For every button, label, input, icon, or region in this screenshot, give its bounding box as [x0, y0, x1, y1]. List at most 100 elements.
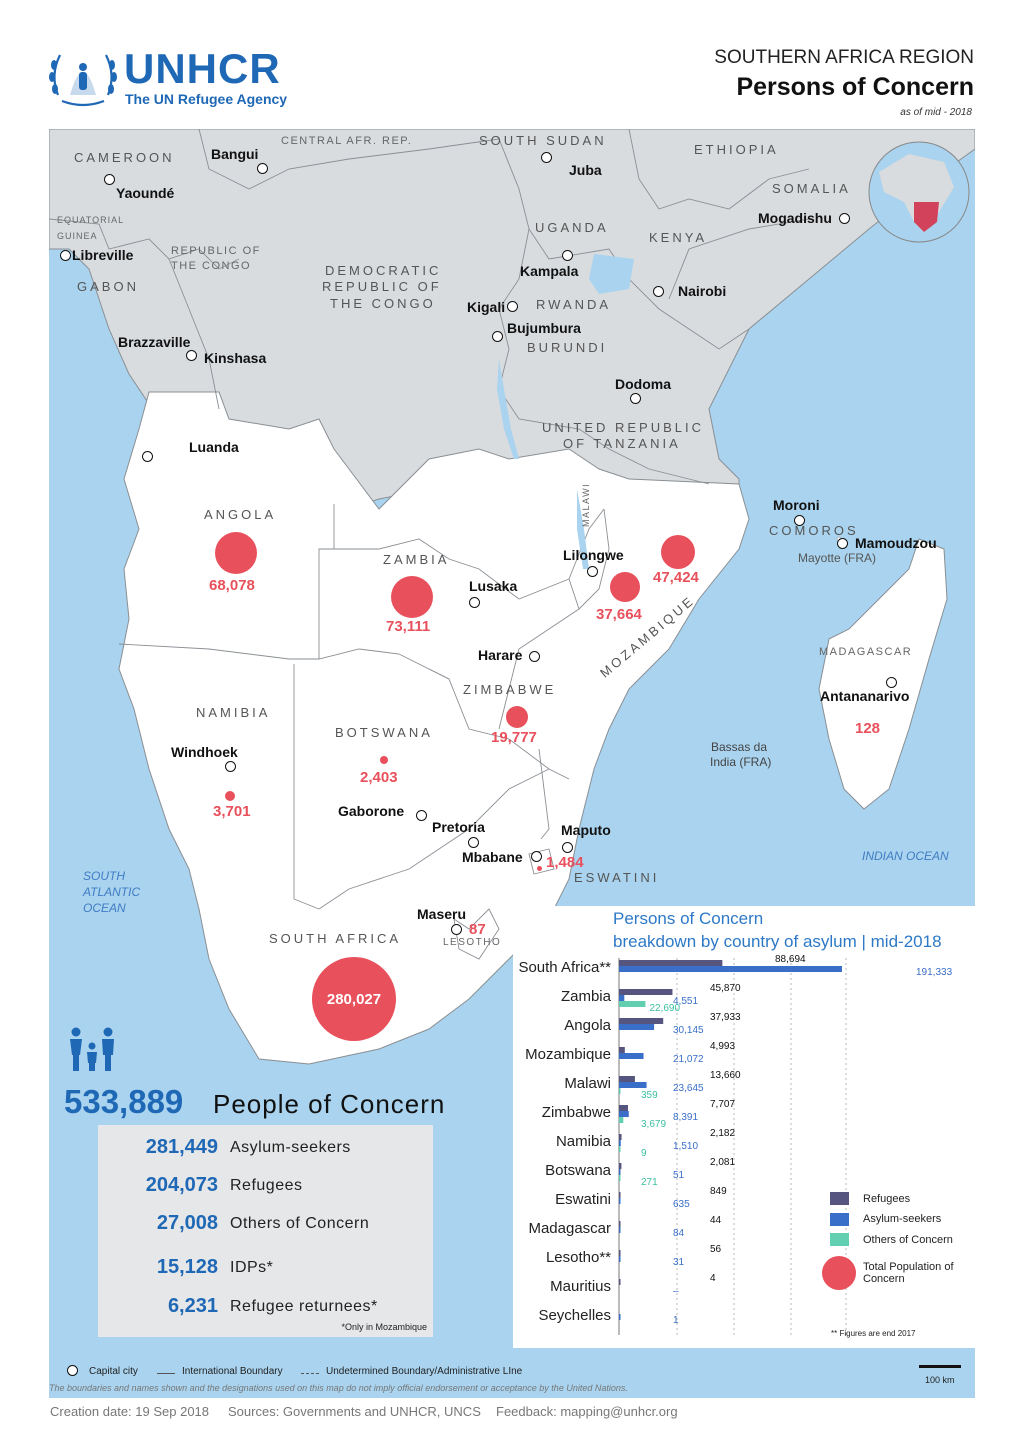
legend-asylum: Asylum-seekers [863, 1213, 942, 1225]
city-yaounde: Yaoundé [116, 185, 175, 201]
bar-refugees-south-africa [619, 960, 723, 966]
map-frame: CAMEROON CENTRAL AFR. REP. SOUTH SUDAN E… [49, 129, 975, 1398]
poc-zimbabwe: 19,777 [491, 729, 537, 746]
city-antananarivo: Antananarivo [820, 688, 910, 704]
summary-total: 533,889 [64, 1083, 184, 1120]
city-luanda: Luanda [189, 439, 239, 455]
city-mogadishu: Mogadishu [758, 210, 832, 226]
city-pretoria: Pretoria [432, 819, 485, 835]
value-refugees-madagascar: 44 [710, 1215, 722, 1226]
poc-madagascar: 128 [855, 720, 881, 737]
capital-maputo-icon [562, 842, 573, 853]
capital-bangui-icon [257, 163, 268, 174]
bubble-mozambique [661, 535, 695, 569]
label-eq-guinea-2: GUINEA [57, 231, 98, 241]
city-bangui: Bangui [211, 146, 259, 162]
logo-name: UNHCR [124, 45, 281, 92]
value-others-of-concern-zimbabwe: 3,679 [641, 1119, 667, 1130]
value-refugees-lesotho: 56 [710, 1244, 722, 1255]
capital-juba-icon [541, 152, 552, 163]
category-seychelles: Seychelles [538, 1307, 611, 1324]
value-asylum-seekers-zambia: 4,551 [673, 996, 699, 1007]
value-asylum-seekers-mauritius: – [673, 1286, 679, 1297]
capital-windhoek-icon [225, 761, 236, 772]
value-others-of-concern-namibia: 9 [641, 1148, 647, 1159]
bar-asylum-seekers-eswatini [619, 1198, 621, 1204]
chart-title: Persons of Concern [613, 909, 764, 928]
bar-others-of-concern-zimbabwe [619, 1117, 624, 1123]
bar-asylum-seekers-south-africa [619, 966, 842, 972]
city-bassas-2: India (FRA) [710, 755, 772, 769]
value-asylum-seekers-botswana: 51 [673, 1170, 685, 1181]
bar-asylum-seekers-malawi [619, 1082, 647, 1088]
legend-total-swatch [822, 1256, 856, 1290]
stat-asylum-label: Asylum-seekers [230, 1139, 351, 1156]
category-mozambique: Mozambique [525, 1046, 611, 1063]
city-harare: Harare [478, 647, 523, 663]
value-asylum-seekers-malawi: 23,645 [673, 1083, 704, 1094]
sea-atlantic-3: OCEAN [83, 901, 126, 915]
value-refugees-mauritius: 4 [710, 1273, 716, 1284]
map-land [49, 129, 975, 1065]
capital-libreville-icon [60, 250, 71, 261]
poc-namibia: 3,701 [213, 803, 251, 820]
value-others-of-concern-botswana: 271 [641, 1177, 658, 1188]
city-lusaka: Lusaka [469, 578, 518, 594]
sea-atlantic-1: SOUTH [83, 869, 125, 883]
bar-asylum-seekers-mozambique [619, 1053, 644, 1059]
value-asylum-seekers-zimbabwe: 8,391 [673, 1112, 699, 1123]
city-kampala: Kampala [520, 263, 579, 279]
category-malawi: Malawi [564, 1075, 611, 1092]
bar-refugees-mozambique [619, 1047, 625, 1053]
label-eq-guinea-1: EQUATORIAL [57, 215, 125, 225]
bar-refugees-lesotho [619, 1250, 621, 1256]
capital-harare-icon [529, 651, 540, 662]
bubble-zimbabwe [506, 706, 528, 728]
poc-zambia: 73,111 [386, 618, 431, 635]
city-mamoudzou: Mamoudzou [855, 535, 937, 551]
label-somalia: SOMALIA [772, 181, 851, 196]
capital-pretoria-icon [468, 837, 479, 848]
footer-sources: Sources: Governments and UNHCR, UNCS [228, 1404, 481, 1419]
label-rwanda: RWANDA [536, 297, 612, 312]
value-asylum-seekers-namibia: 1,510 [673, 1141, 699, 1152]
value-refugees-eswatini: 849 [710, 1186, 727, 1197]
chart-note: ** Figures are end 2017 [831, 1329, 916, 1338]
sea-atlantic-2: ATLANTIC [83, 885, 141, 899]
label-gabon: GABON [77, 279, 139, 294]
stat-others-value: 27,008 [156, 1212, 218, 1234]
city-mbabane: Mbabane [462, 849, 523, 865]
bar-asylum-seekers-namibia [619, 1140, 621, 1146]
logo-tagline: The UN Refugee Agency [125, 91, 288, 107]
label-zimbabwe: ZIMBABWE [463, 682, 557, 697]
label-zambia: ZAMBIA [383, 552, 450, 567]
label-comoros: COMOROS [769, 523, 859, 538]
bar-asylum-seekers-seychelles [619, 1314, 621, 1320]
legend-refugees: Refugees [863, 1193, 911, 1205]
capital-mamoudzou-icon [837, 538, 848, 549]
header-region: SOUTHERN AFRICA REGION [714, 47, 974, 68]
category-botswana: Botswana [545, 1162, 611, 1179]
category-mauritius: Mauritius [550, 1278, 611, 1295]
bar-refugees-mauritius [619, 1279, 621, 1285]
category-eswatini: Eswatini [555, 1191, 611, 1208]
bar-others-of-concern-namibia [619, 1146, 621, 1152]
value-asylum-seekers-seychelles: 1 [673, 1315, 679, 1326]
legend-capital-icon [67, 1365, 78, 1376]
capital-nairobi-icon [653, 286, 664, 297]
city-mayotte: Mayotte (FRA) [798, 551, 877, 565]
category-lesotho: Lesotho** [545, 1249, 611, 1266]
value-asylum-seekers-madagascar: 84 [673, 1228, 685, 1239]
bubble-botswana [380, 756, 388, 764]
capital-kinshasa-icon [186, 350, 197, 361]
capital-antananarivo-icon [886, 677, 897, 688]
category-zambia: Zambia [560, 988, 611, 1005]
stat-refugees-label: Refugees [230, 1177, 303, 1194]
city-moroni: Moroni [773, 497, 820, 513]
legend-asylum-swatch [830, 1213, 849, 1226]
city-lilongwe: Lilongwe [563, 547, 624, 563]
city-kigali: Kigali [467, 299, 506, 315]
capital-mogadishu-icon [839, 213, 850, 224]
bar-refugees-namibia [619, 1134, 622, 1140]
city-maputo: Maputo [561, 822, 611, 838]
